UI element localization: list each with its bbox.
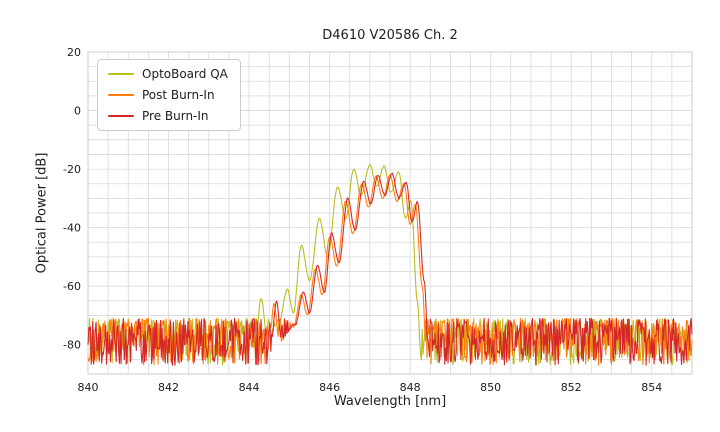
x-tick-label: 850 xyxy=(480,381,501,394)
legend-item-1: Post Burn-In xyxy=(108,88,228,102)
legend-line-swatch xyxy=(108,115,134,117)
y-tick-label: -20 xyxy=(63,163,81,176)
y-tick-label: -60 xyxy=(63,280,81,293)
legend-item-0: OptoBoard QA xyxy=(108,67,228,81)
legend-line-swatch xyxy=(108,73,134,75)
legend-item-2: Pre Burn-In xyxy=(108,109,228,123)
legend-label: Post Burn-In xyxy=(142,88,215,102)
x-tick-label: 846 xyxy=(319,381,340,394)
axes-border xyxy=(87,51,693,375)
y-tick-label: -40 xyxy=(63,222,81,235)
legend-label: Pre Burn-In xyxy=(142,109,209,123)
legend-line-swatch xyxy=(108,94,134,96)
x-tick-label: 842 xyxy=(158,381,179,394)
chart-title: D4610 V20586 Ch. 2 xyxy=(322,28,458,43)
legend: OptoBoard QA Post Burn-In Pre Burn-In xyxy=(97,59,241,131)
series-line-2 xyxy=(87,172,693,366)
y-tick-label: 0 xyxy=(74,105,81,118)
x-tick-label: 848 xyxy=(400,381,421,394)
y-tick-label: -80 xyxy=(63,339,81,352)
x-tick-label: 840 xyxy=(78,381,99,394)
x-tick-label: 852 xyxy=(561,381,582,394)
x-tick-label: 844 xyxy=(239,381,260,394)
legend-label: OptoBoard QA xyxy=(142,67,228,81)
y-tick-label: 20 xyxy=(67,46,81,59)
x-tick-label: 854 xyxy=(641,381,662,394)
x-axis-label: Wavelength [nm] xyxy=(333,394,447,409)
